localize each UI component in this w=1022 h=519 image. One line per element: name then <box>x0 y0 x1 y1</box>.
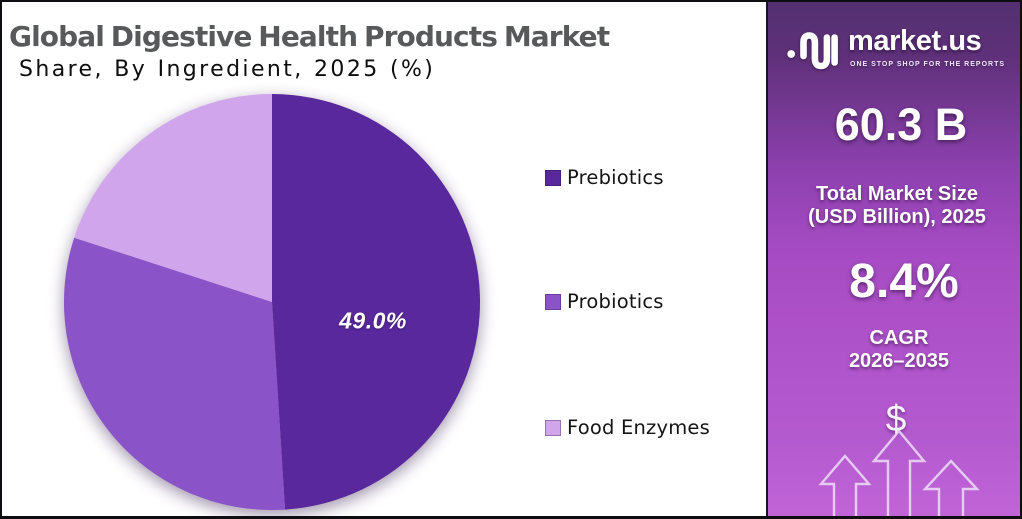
pie-slice-prebiotics <box>272 93 481 510</box>
cagr-label-line2: 2026–2035 <box>848 350 950 372</box>
market-size-label-line1: Total Market Size <box>816 183 978 205</box>
chart-title: Global Digestive Health Products Market <box>9 20 610 53</box>
pie-slice-probiotics <box>63 237 286 511</box>
legend-label-probiotics: Probiotics <box>567 290 664 313</box>
market-size-label: Total Market Size (USD Billion), 2025 <box>768 183 1020 229</box>
cagr-label: CAGR 2026–2035 <box>768 327 1020 373</box>
brand-panel: market.us ONE STOP SHOP FOR THE REPORTS … <box>766 2 1020 516</box>
market-size-value: 60.3 B <box>834 99 968 150</box>
cagr-label-line1: CAGR <box>869 327 929 349</box>
pie-slice-food-enzymes <box>74 94 273 302</box>
chart-subtitle: Share, By Ingredient, 2025 (%) <box>19 57 436 82</box>
growth-arrows-icon <box>818 429 980 516</box>
legend-item-prebiotics: Prebiotics <box>545 166 664 189</box>
pie-chart <box>63 93 481 511</box>
legend-item-probiotics: Probiotics <box>545 290 664 313</box>
legend-swatch-probiotics <box>545 293 561 310</box>
brand-logo: market.us ONE STOP SHOP FOR THE REPORTS <box>784 22 1008 76</box>
marketus-logo-tagline: ONE STOP SHOP FOR THE REPORTS <box>850 61 1006 68</box>
legend-swatch-prebiotics <box>545 169 561 186</box>
market-size-label-line2: (USD Billion), 2025 <box>808 206 986 228</box>
legend-item-food-enzymes: Food Enzymes <box>545 416 710 439</box>
cagr-value: 8.4% <box>849 255 959 308</box>
marketus-logo-text: market.us <box>848 25 982 57</box>
legend-label-food-enzymes: Food Enzymes <box>567 416 710 439</box>
legend-label-prebiotics: Prebiotics <box>567 166 664 189</box>
marketus-logo-icon <box>787 32 838 70</box>
dollar-icon: $ <box>885 398 907 439</box>
pie-legend: Prebiotics Probiotics Food Enzymes <box>545 2 745 516</box>
legend-swatch-food-enzymes <box>545 419 561 436</box>
pie-slice-percentage-label: 49.0% <box>339 307 407 334</box>
